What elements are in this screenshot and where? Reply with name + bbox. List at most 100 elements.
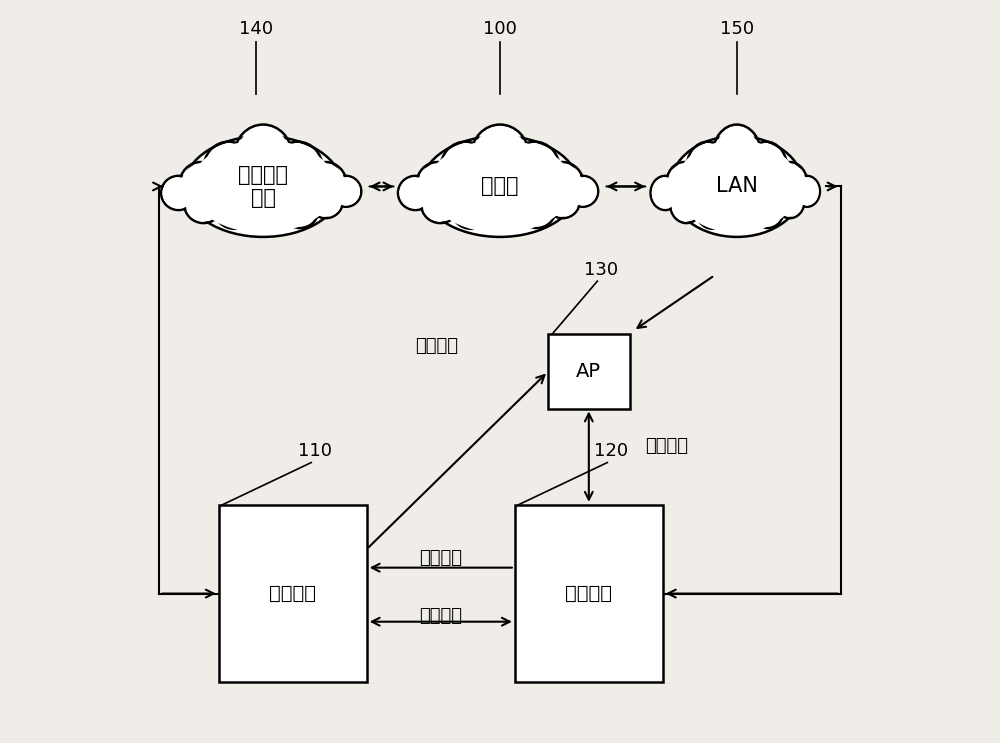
Text: 网络连接: 网络连接 bbox=[645, 437, 688, 455]
Text: 网络连接: 网络连接 bbox=[419, 607, 462, 625]
Ellipse shape bbox=[416, 162, 459, 207]
Ellipse shape bbox=[421, 136, 579, 237]
Ellipse shape bbox=[473, 127, 527, 184]
Ellipse shape bbox=[184, 186, 223, 223]
Text: 120: 120 bbox=[594, 442, 628, 461]
Ellipse shape bbox=[667, 164, 700, 206]
Ellipse shape bbox=[234, 125, 292, 186]
Ellipse shape bbox=[725, 195, 757, 230]
Ellipse shape bbox=[569, 177, 597, 206]
Ellipse shape bbox=[471, 125, 529, 186]
Ellipse shape bbox=[697, 195, 727, 227]
FancyBboxPatch shape bbox=[219, 504, 367, 682]
Ellipse shape bbox=[666, 162, 702, 207]
FancyArrowPatch shape bbox=[153, 183, 162, 190]
FancyBboxPatch shape bbox=[548, 334, 630, 409]
Ellipse shape bbox=[191, 140, 336, 233]
Ellipse shape bbox=[547, 185, 578, 217]
Ellipse shape bbox=[280, 190, 319, 228]
Ellipse shape bbox=[772, 162, 808, 207]
FancyArrowPatch shape bbox=[372, 564, 512, 571]
Ellipse shape bbox=[651, 176, 680, 210]
Ellipse shape bbox=[510, 142, 560, 195]
Ellipse shape bbox=[442, 144, 488, 193]
Ellipse shape bbox=[310, 185, 342, 217]
Ellipse shape bbox=[671, 187, 701, 221]
Ellipse shape bbox=[567, 176, 598, 207]
FancyArrowPatch shape bbox=[668, 590, 838, 597]
Ellipse shape bbox=[686, 142, 729, 195]
Text: 140: 140 bbox=[239, 20, 273, 39]
FancyArrowPatch shape bbox=[828, 183, 835, 190]
Ellipse shape bbox=[543, 164, 582, 206]
Text: AP: AP bbox=[576, 362, 601, 381]
Ellipse shape bbox=[161, 176, 196, 210]
Text: 移动通信
网络: 移动通信 网络 bbox=[238, 165, 288, 208]
Ellipse shape bbox=[775, 184, 804, 218]
FancyArrowPatch shape bbox=[609, 183, 645, 190]
Ellipse shape bbox=[753, 192, 783, 227]
Text: 第一设备: 第一设备 bbox=[269, 584, 316, 603]
Ellipse shape bbox=[215, 193, 254, 229]
Ellipse shape bbox=[795, 177, 819, 206]
Ellipse shape bbox=[453, 195, 489, 227]
Ellipse shape bbox=[427, 140, 573, 233]
Ellipse shape bbox=[330, 176, 361, 207]
FancyArrowPatch shape bbox=[372, 618, 510, 626]
Text: 100: 100 bbox=[483, 20, 517, 39]
FancyArrowPatch shape bbox=[162, 590, 214, 597]
Text: 网络连接: 网络连接 bbox=[416, 337, 459, 354]
Text: LAN: LAN bbox=[716, 176, 758, 196]
Ellipse shape bbox=[541, 162, 584, 207]
FancyArrowPatch shape bbox=[369, 375, 544, 547]
Ellipse shape bbox=[308, 184, 343, 218]
Ellipse shape bbox=[675, 140, 798, 233]
Ellipse shape bbox=[282, 192, 317, 227]
Ellipse shape bbox=[306, 164, 345, 206]
Ellipse shape bbox=[332, 177, 360, 206]
Ellipse shape bbox=[726, 196, 756, 229]
Ellipse shape bbox=[217, 195, 252, 227]
Ellipse shape bbox=[237, 127, 290, 184]
Text: 150: 150 bbox=[720, 20, 754, 39]
Text: 130: 130 bbox=[584, 261, 618, 279]
Ellipse shape bbox=[186, 187, 221, 221]
Ellipse shape bbox=[250, 196, 286, 229]
Ellipse shape bbox=[399, 178, 431, 209]
Ellipse shape bbox=[712, 125, 761, 186]
FancyArrowPatch shape bbox=[606, 183, 643, 190]
Ellipse shape bbox=[517, 190, 556, 228]
FancyArrowPatch shape bbox=[370, 183, 391, 190]
Ellipse shape bbox=[486, 195, 524, 230]
FancyArrowPatch shape bbox=[585, 414, 593, 499]
Ellipse shape bbox=[163, 178, 194, 209]
FancyArrowPatch shape bbox=[637, 277, 712, 328]
Ellipse shape bbox=[275, 144, 321, 193]
Ellipse shape bbox=[714, 127, 759, 184]
Ellipse shape bbox=[545, 184, 580, 218]
Ellipse shape bbox=[418, 164, 457, 206]
FancyArrowPatch shape bbox=[372, 183, 394, 190]
Ellipse shape bbox=[305, 162, 347, 207]
Ellipse shape bbox=[487, 196, 523, 229]
Ellipse shape bbox=[421, 186, 460, 223]
Ellipse shape bbox=[249, 195, 287, 230]
Ellipse shape bbox=[696, 193, 729, 229]
Ellipse shape bbox=[776, 185, 803, 217]
Ellipse shape bbox=[179, 162, 222, 207]
Ellipse shape bbox=[273, 142, 323, 195]
Text: 110: 110 bbox=[298, 442, 332, 461]
Ellipse shape bbox=[512, 144, 558, 193]
Ellipse shape bbox=[181, 164, 220, 206]
Ellipse shape bbox=[203, 142, 254, 195]
Ellipse shape bbox=[745, 142, 787, 195]
Ellipse shape bbox=[747, 144, 786, 193]
Text: 电缆连接: 电缆连接 bbox=[419, 549, 462, 567]
Ellipse shape bbox=[440, 142, 490, 195]
Ellipse shape bbox=[205, 144, 252, 193]
Ellipse shape bbox=[398, 176, 433, 210]
Ellipse shape bbox=[519, 192, 554, 227]
FancyBboxPatch shape bbox=[515, 504, 663, 682]
Ellipse shape bbox=[688, 144, 727, 193]
Ellipse shape bbox=[670, 136, 804, 237]
